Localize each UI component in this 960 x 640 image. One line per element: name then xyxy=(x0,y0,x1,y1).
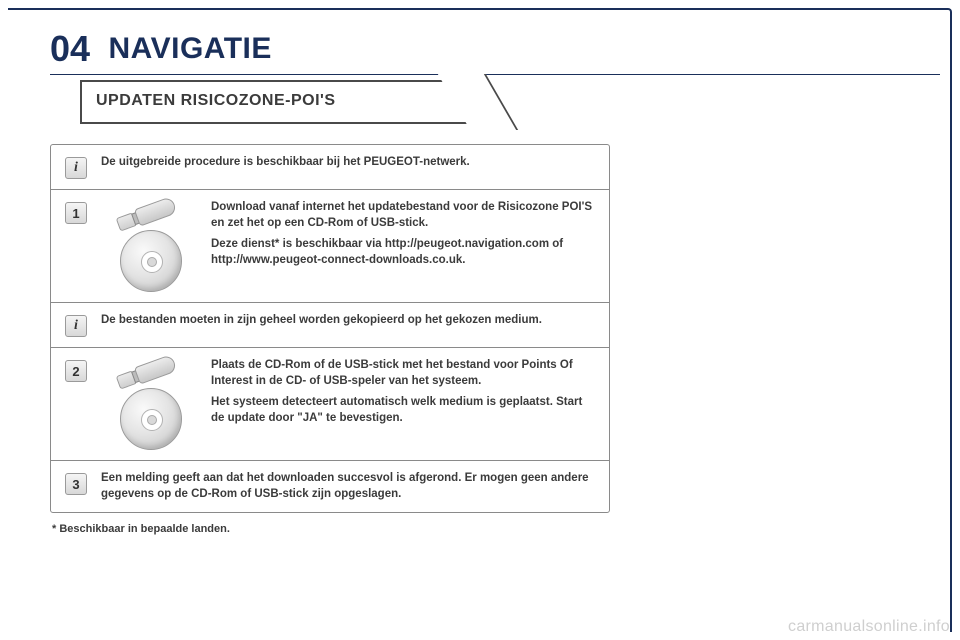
usb-stick-icon xyxy=(119,349,182,393)
step-badge-1: 1 xyxy=(65,202,87,224)
step-badge-3: 3 xyxy=(65,473,87,495)
content: 04 NAVIGATIE UPDATEN RISICOZONE-POI'S i … xyxy=(50,28,610,535)
step-row-3: 3 Een melding geeft aan dat het download… xyxy=(51,461,609,512)
step2-p1: Plaats de CD-Rom of de USB-stick met het… xyxy=(211,358,595,389)
watermark: carmanualsonline.info xyxy=(788,618,950,636)
steps-panel: i De uitgebreide procedure is beschikbaa… xyxy=(50,144,610,513)
info-icon: i xyxy=(65,157,87,179)
subheader-title: UPDATEN RISICOZONE-POI'S xyxy=(96,92,336,110)
cd-rom-icon xyxy=(120,388,182,450)
subheader: UPDATEN RISICOZONE-POI'S xyxy=(80,80,610,128)
step-text-2: Plaats de CD-Rom of de USB-stick met het… xyxy=(211,358,595,426)
section-number: 04 xyxy=(50,28,90,70)
step-row-1: 1 Download vanaf internet het updatebest… xyxy=(51,190,609,303)
header-underline xyxy=(50,74,940,75)
step1-p1: Download vanaf internet het updatebestan… xyxy=(211,200,595,231)
step1-p2: Deze dienst* is beschikbaar via http://p… xyxy=(211,237,595,268)
info-row-2: i De bestanden moeten in zijn geheel wor… xyxy=(51,303,609,348)
footnote: * Beschikbaar in bepaalde landen. xyxy=(52,523,610,535)
usb-stick-icon xyxy=(119,191,182,235)
step-text-1: Download vanaf internet het updatebestan… xyxy=(211,200,595,268)
info-row-1: i De uitgebreide procedure is beschikbaa… xyxy=(51,145,609,190)
step2-p2: Het systeem detecteert automatisch welk … xyxy=(211,395,595,426)
media-icons-2 xyxy=(101,358,201,450)
info-text-1: De uitgebreide procedure is beschikbaar … xyxy=(101,155,595,171)
step-text-3: Een melding geeft aan dat het downloaden… xyxy=(101,471,595,502)
step-badge-2: 2 xyxy=(65,360,87,382)
media-icons-1 xyxy=(101,200,201,292)
cd-rom-icon xyxy=(120,230,182,292)
info-icon: i xyxy=(65,315,87,337)
step-row-2: 2 Plaats de CD-Rom of de USB-stick met h… xyxy=(51,348,609,461)
info-text-2: De bestanden moeten in zijn geheel worde… xyxy=(101,313,595,329)
section-header: 04 NAVIGATIE xyxy=(50,28,610,70)
section-title: NAVIGATIE xyxy=(109,32,272,66)
